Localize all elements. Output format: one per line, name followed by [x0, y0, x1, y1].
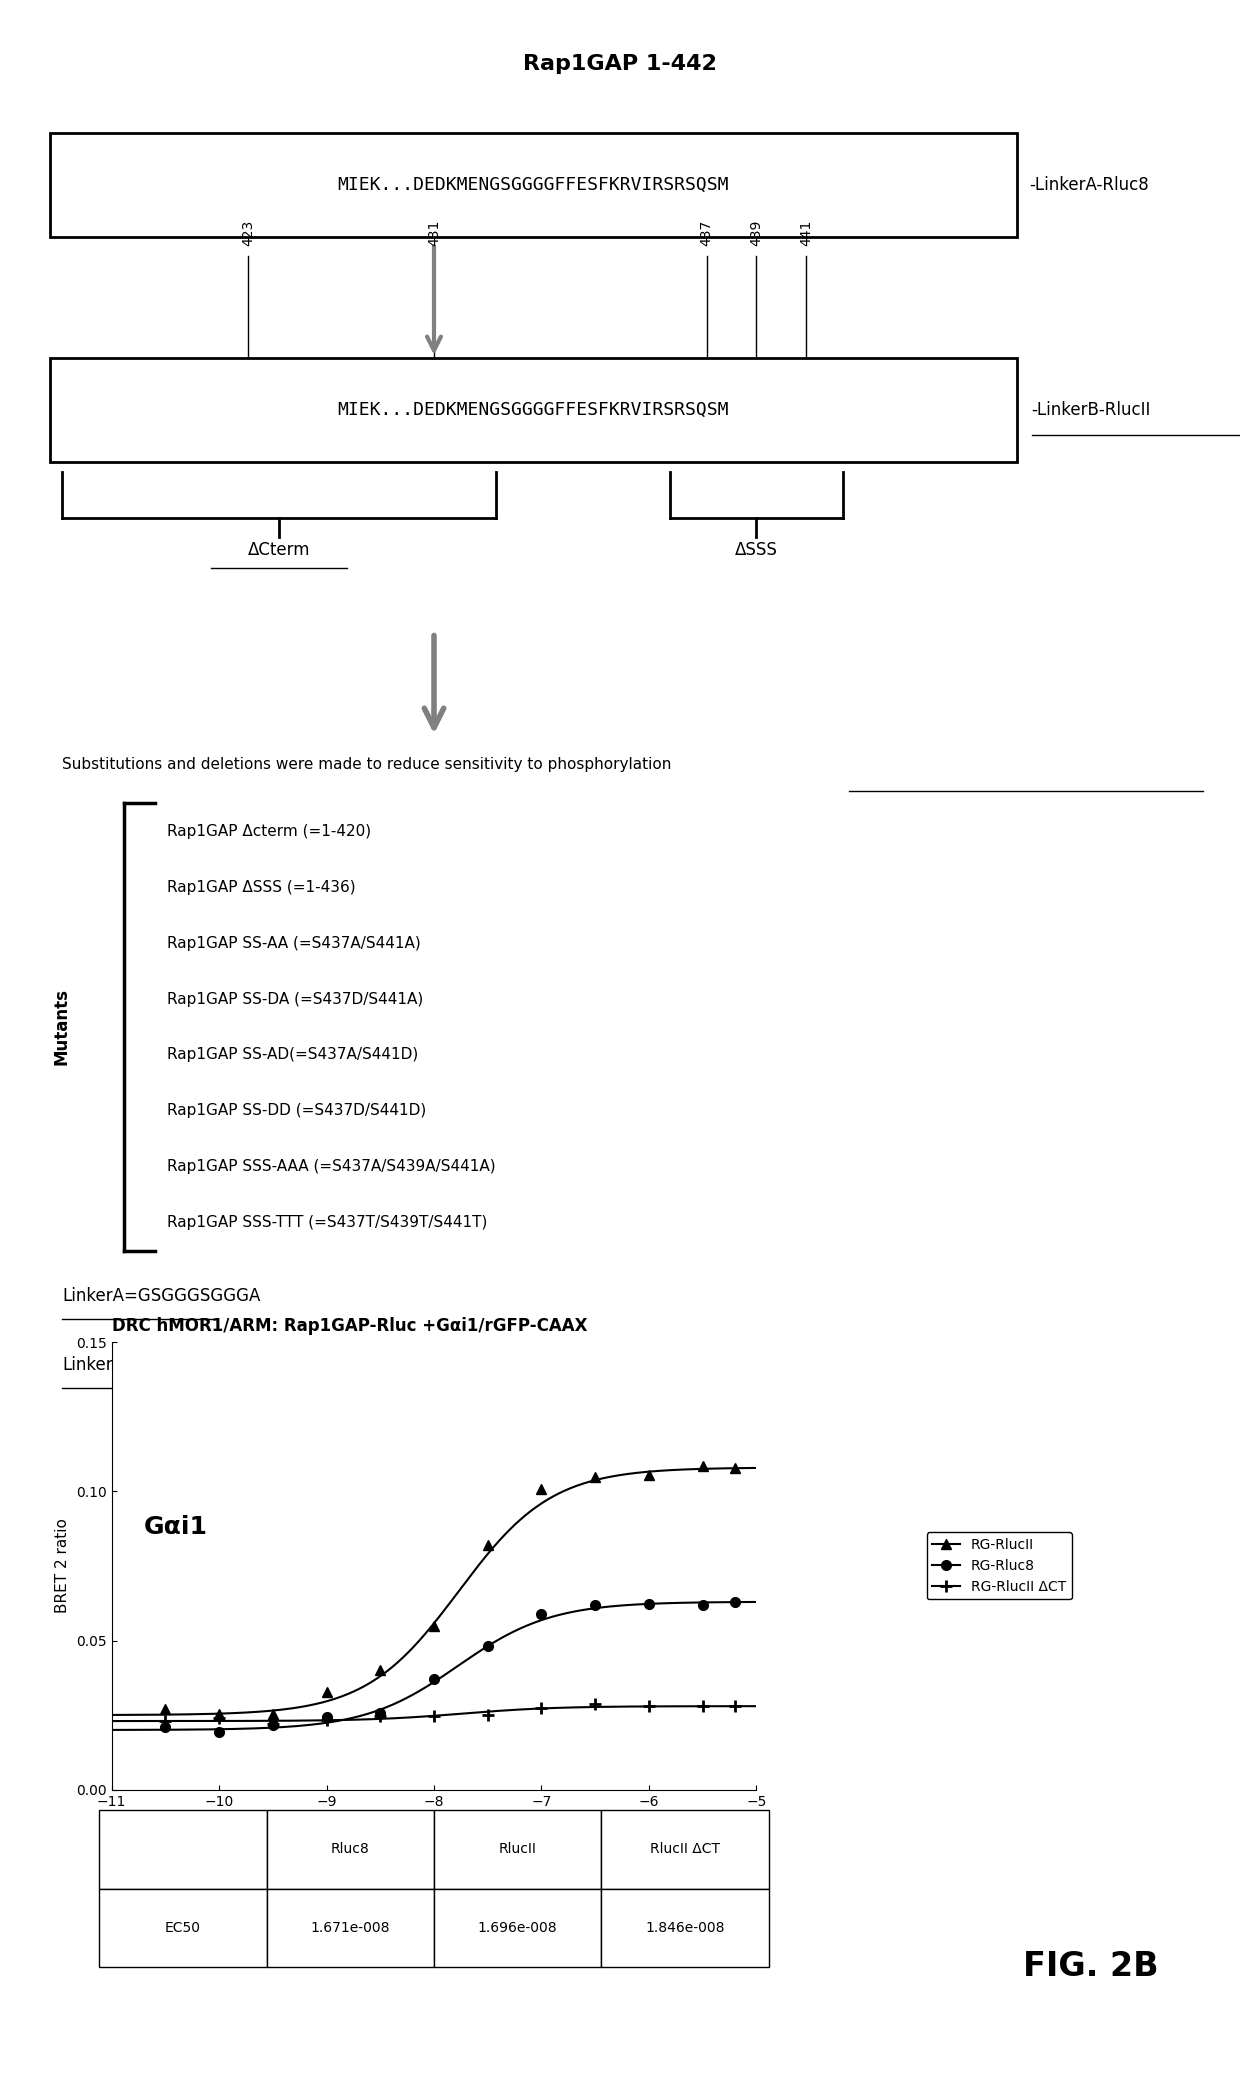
X-axis label: Log[AR-M100390], M: Log[AR-M100390], M: [355, 1815, 513, 1829]
Text: DRC hMOR1/ARM: Rap1GAP-Rluc +Gαi1/rGFP-CAAX: DRC hMOR1/ARM: Rap1GAP-Rluc +Gαi1/rGFP-C…: [112, 1317, 587, 1336]
Text: FIG. 2B: FIG. 2B: [1023, 1950, 1159, 1983]
Text: Rap1GAP SS-DD (=S437D/S441D): Rap1GAP SS-DD (=S437D/S441D): [167, 1103, 427, 1117]
Text: MIEK...DEDKMENGSGGGGFFESFKRVIRSRSQSM: MIEK...DEDKMENGSGGGGFFESFKRVIRSRSQSM: [337, 177, 729, 194]
Text: Rap1GAP SS-DA (=S437D/S441A): Rap1GAP SS-DA (=S437D/S441A): [167, 991, 424, 1007]
Text: Gαi1: Gαi1: [144, 1515, 208, 1540]
Text: ΔSSS: ΔSSS: [735, 541, 777, 560]
Text: Rap1GAP 1-442: Rap1GAP 1-442: [523, 54, 717, 75]
Text: -LinkerB-RlucII: -LinkerB-RlucII: [1032, 402, 1151, 418]
Text: -LinkerA-Rluc8: -LinkerA-Rluc8: [1029, 177, 1149, 194]
Text: LinkerB=GSAGTGGRAIDIKLPAT: LinkerB=GSAGTGGRAIDIKLPAT: [62, 1357, 315, 1373]
Text: Substitutions and deletions were made to reduce sensitivity to phosphorylation: Substitutions and deletions were made to…: [62, 757, 671, 772]
Text: 441: 441: [799, 219, 813, 246]
Text: Mutants: Mutants: [53, 988, 71, 1065]
Text: 431: 431: [427, 219, 441, 246]
Text: 437: 437: [699, 219, 714, 246]
Text: 423: 423: [241, 219, 255, 246]
Text: Rap1GAP ΔSSS (=1-436): Rap1GAP ΔSSS (=1-436): [167, 880, 356, 895]
Text: Rap1GAP SS-AA (=S437A/S441A): Rap1GAP SS-AA (=S437A/S441A): [167, 936, 422, 951]
FancyBboxPatch shape: [50, 133, 1017, 237]
Legend: RG-RlucII, RG-Rluc8, RG-RlucII ΔCT: RG-RlucII, RG-Rluc8, RG-RlucII ΔCT: [926, 1532, 1071, 1600]
Text: Rap1GAP SSS-AAA (=S437A/S439A/S441A): Rap1GAP SSS-AAA (=S437A/S439A/S441A): [167, 1159, 496, 1174]
Text: 439: 439: [749, 219, 764, 246]
Text: Rap1GAP SS-AD(=S437A/S441D): Rap1GAP SS-AD(=S437A/S441D): [167, 1047, 419, 1063]
Text: ΔCterm: ΔCterm: [248, 541, 310, 560]
Y-axis label: BRET 2 ratio: BRET 2 ratio: [56, 1519, 71, 1613]
Text: MIEK...DEDKMENGSGGGGFFESFKRVIRSRSQSM: MIEK...DEDKMENGSGGGGFFESFKRVIRSRSQSM: [337, 402, 729, 418]
FancyBboxPatch shape: [50, 358, 1017, 462]
Text: FIG. 2A: FIG. 2A: [563, 1428, 677, 1455]
Text: Rap1GAP SSS-TTT (=S437T/S439T/S441T): Rap1GAP SSS-TTT (=S437T/S439T/S441T): [167, 1215, 487, 1230]
Text: Rap1GAP Δcterm (=1-420): Rap1GAP Δcterm (=1-420): [167, 824, 372, 839]
Text: LinkerA=GSGGGSGGGA: LinkerA=GSGGGSGGGA: [62, 1288, 260, 1305]
